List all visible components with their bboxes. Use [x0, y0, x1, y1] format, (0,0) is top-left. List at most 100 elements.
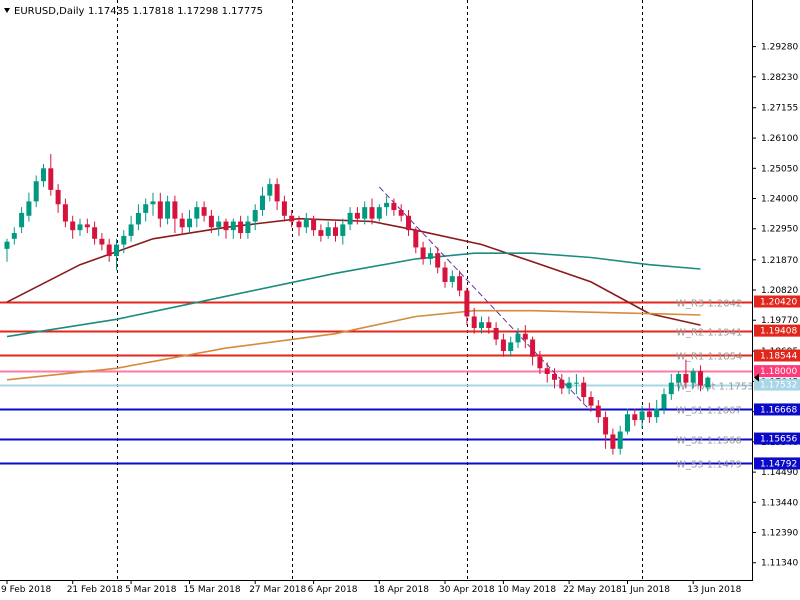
- candle-body: [376, 207, 382, 219]
- candle: [165, 195, 171, 225]
- candle: [245, 215, 251, 239]
- candle: [676, 371, 682, 392]
- candle: [522, 325, 528, 349]
- price-tick-label: 1.27155: [761, 104, 798, 114]
- candle: [479, 316, 484, 334]
- candle: [252, 204, 258, 231]
- time-axis[interactable]: 9 Feb 2018 21 Feb 2018 5 Mar 2018 15 Mar 20…: [1, 580, 742, 595]
- candle-body: [48, 168, 54, 190]
- candle-body: [4, 241, 10, 249]
- candle-body: [369, 207, 375, 219]
- candle: [230, 218, 236, 239]
- candle-body: [267, 184, 273, 196]
- candle-body: [668, 382, 674, 395]
- candle-body: [128, 224, 134, 236]
- candle-body: [530, 339, 536, 357]
- candle: [179, 212, 185, 234]
- candle-body: [661, 394, 667, 409]
- price-level-tag-label: 1.17532: [760, 381, 797, 391]
- candle-body: [566, 382, 572, 389]
- chart-header: EURUSD,Daily 1.17435 1.17818 1.17298 1.1…: [4, 6, 263, 17]
- candle-body: [281, 201, 287, 216]
- candle-body: [654, 408, 660, 418]
- date-tick-label: 21 Feb 2018: [67, 585, 123, 595]
- date-tick-label: 9 Feb 2018: [1, 585, 52, 595]
- candle: [449, 270, 455, 288]
- candle: [62, 198, 68, 228]
- candle-body: [690, 371, 696, 383]
- collapse-triangle-icon[interactable]: [4, 8, 10, 13]
- date-tick-label: 10 May 2018: [497, 585, 556, 595]
- candle-body: [676, 374, 682, 383]
- candle-body: [121, 235, 127, 245]
- candle: [398, 204, 404, 222]
- pivot-level-label: W_S2 1.1566: [676, 436, 742, 447]
- candle: [457, 270, 463, 297]
- candle: [391, 198, 397, 216]
- candle: [588, 391, 594, 412]
- candle-body: [11, 233, 17, 239]
- candle-body: [62, 204, 68, 222]
- candle: [208, 210, 214, 234]
- candle-body: [223, 221, 229, 231]
- candle-body: [70, 221, 76, 231]
- candle-body: [639, 411, 645, 421]
- candle-body: [252, 210, 258, 222]
- candle-body: [471, 316, 477, 328]
- pivot-level-label: W_S3 1.1479: [676, 460, 742, 471]
- candle-body: [194, 207, 200, 219]
- candle-body: [311, 218, 317, 231]
- price-tick-label: 1.24000: [761, 195, 798, 205]
- candle: [4, 238, 10, 262]
- candle: [654, 399, 660, 423]
- candle-body: [406, 215, 411, 231]
- candle-body: [114, 244, 119, 257]
- candle: [420, 241, 426, 265]
- candle-body: [201, 207, 207, 216]
- candle-body: [19, 212, 25, 228]
- pivot-level-label: W_R3 1.2042: [676, 299, 742, 310]
- candle: [625, 408, 630, 435]
- candle: [603, 411, 609, 449]
- price-tick-label: 1.11340: [761, 559, 798, 569]
- price-level-tag: [754, 365, 800, 378]
- candle: [143, 198, 149, 222]
- candle-body: [347, 212, 353, 225]
- candle-body: [325, 227, 331, 236]
- candle: [668, 374, 674, 400]
- candle: [194, 201, 200, 228]
- candle: [121, 230, 127, 254]
- date-tick-label: 13 Jun 2018: [687, 585, 741, 595]
- ohlc-readout: 1.17435 1.17818 1.17298 1.17775: [88, 6, 263, 17]
- candle-body: [595, 405, 601, 418]
- candle: [559, 374, 565, 395]
- candle-body: [41, 168, 46, 182]
- candle: [55, 184, 61, 213]
- candle: [157, 192, 163, 228]
- candle-body: [427, 253, 433, 259]
- candle-body: [610, 434, 616, 449]
- candle: [70, 215, 76, 239]
- candle-body: [84, 224, 90, 228]
- candle-body: [698, 371, 703, 386]
- candle: [216, 215, 222, 236]
- date-tick-label: 1 Jun 2018: [622, 585, 671, 595]
- candle-body: [260, 195, 265, 211]
- price-axis[interactable]: 1.29280 1.28230 1.27155 1.26100 1.25050 1.240…: [752, 43, 800, 569]
- pivot-levels: W_R3 1.2042 W_R2 1.1941 W_R1 1.1854 W_Pivot…: [0, 299, 754, 471]
- price-tick-label: 1.21870: [761, 256, 798, 266]
- candle: [26, 192, 32, 222]
- candle-body: [544, 368, 550, 375]
- candle-body: [413, 230, 419, 248]
- candle: [683, 359, 689, 389]
- candle: [376, 204, 382, 222]
- price-level-tag-label: 1.16668: [760, 405, 797, 415]
- candle: [274, 178, 280, 211]
- candle-body: [515, 333, 521, 343]
- candle-body: [354, 212, 360, 219]
- candle: [537, 350, 543, 375]
- candle-body: [172, 201, 178, 219]
